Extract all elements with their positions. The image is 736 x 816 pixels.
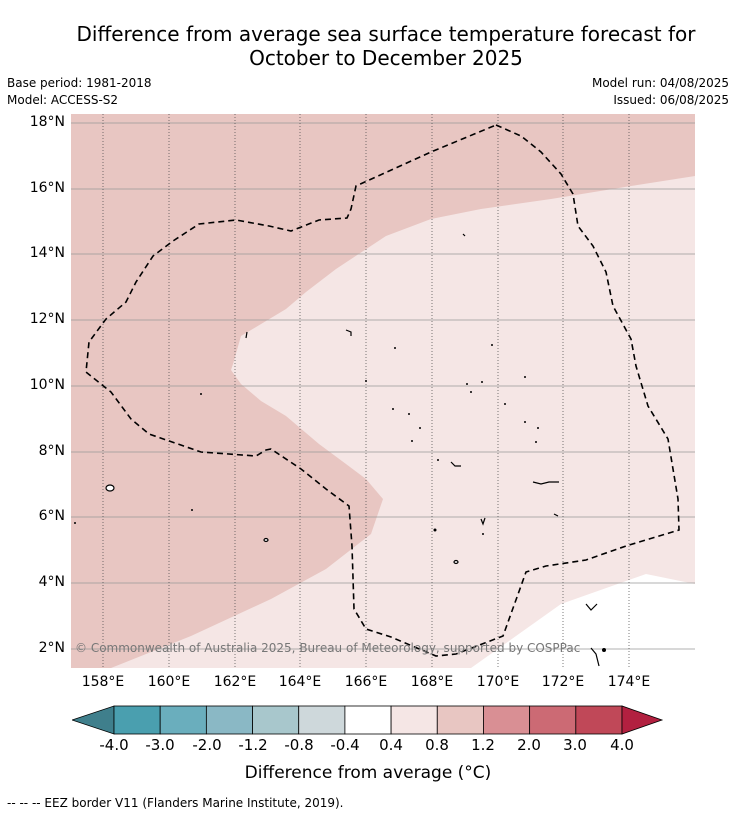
atoll-dots — [74, 344, 606, 652]
title-line-1: Difference from average sea surface temp… — [76, 22, 696, 46]
chart-title: Difference from average sea surface temp… — [0, 22, 736, 70]
colorbar-label: -4.0 — [99, 736, 129, 754]
lon-label-166: 166°E — [344, 674, 388, 690]
colorbar-label: 1.2 — [471, 736, 495, 754]
colorbar-label: -0.4 — [330, 736, 360, 754]
colorbar-cell — [113, 705, 161, 735]
colorbar-label: 0.4 — [379, 736, 403, 754]
forecast-map[interactable] — [71, 114, 695, 668]
colorbar-label: 0.8 — [425, 736, 449, 754]
colorbar-cells — [113, 705, 623, 735]
meta-left: Base period: 1981-2018 Model: ACCESS-S2 — [7, 75, 152, 109]
colorbar-label: -2.0 — [192, 736, 222, 754]
lat-label-18: 18°N — [29, 114, 65, 130]
lon-label-172: 172°E — [541, 674, 585, 690]
colorbar-under-arrow — [72, 705, 115, 735]
colorbar-cell — [483, 705, 531, 735]
colorbar-label: -0.8 — [284, 736, 314, 754]
issued-date: Issued: 06/08/2025 — [613, 93, 729, 107]
colorbar-label: 3.0 — [563, 736, 587, 754]
map-svg — [71, 114, 695, 668]
colorbar-label: -3.0 — [145, 736, 175, 754]
lon-label-160: 160°E — [147, 674, 191, 690]
lon-label-174: 174°E — [607, 674, 651, 690]
colorbar-cell — [252, 705, 300, 735]
lon-label-170: 170°E — [476, 674, 520, 690]
lat-label-6: 6°N — [38, 508, 65, 524]
title-line-2: October to December 2025 — [249, 46, 523, 70]
lon-label-158: 158°E — [81, 674, 125, 690]
lat-label-14: 14°N — [29, 245, 65, 261]
lon-label-162: 162°E — [213, 674, 257, 690]
lon-gridlines — [102, 114, 630, 668]
colorbar-label: 4.0 — [610, 736, 634, 754]
lat-label-2: 2°N — [38, 640, 65, 656]
lat-label-4: 4°N — [38, 574, 65, 590]
lat-label-10: 10°N — [29, 377, 65, 393]
colorbar-cell — [205, 705, 253, 735]
colorbar-cell — [529, 705, 577, 735]
lon-label-168: 168°E — [410, 674, 454, 690]
model-run: Model run: 04/08/2025 — [591, 76, 729, 90]
lon-label-164: 164°E — [278, 674, 322, 690]
colorbar — [72, 705, 664, 735]
eez-footnote: -- -- -- EEZ border V11 (Flanders Marine… — [7, 796, 344, 810]
colorbar-label: -1.2 — [238, 736, 268, 754]
colorbar-over-arrow — [621, 705, 664, 735]
islands — [105, 233, 600, 667]
meta-right: Model run: 04/08/2025 Issued: 06/08/2025 — [592, 75, 729, 109]
colorbar-title: Difference from average (°C) — [244, 763, 492, 783]
anomaly-region-neutral — [471, 574, 695, 668]
colorbar-label: 2.0 — [517, 736, 541, 754]
base-period: Base period: 1981-2018 — [7, 76, 152, 90]
colorbar-cell — [390, 705, 438, 735]
model-name: Model: ACCESS-S2 — [7, 93, 119, 107]
eez-border — [85, 124, 680, 657]
colorbar-cell — [344, 705, 392, 735]
lat-label-16: 16°N — [29, 180, 65, 196]
lat-label-8: 8°N — [38, 443, 65, 459]
colorbar-cell — [298, 705, 346, 735]
lat-label-12: 12°N — [29, 311, 65, 327]
colorbar-cell — [436, 705, 484, 735]
colorbar-cell — [575, 705, 623, 735]
anomaly-region-0.8-1.2 — [71, 114, 695, 668]
lat-gridlines — [71, 122, 695, 650]
copyright-notice: © Commonwealth of Australia 2025, Bureau… — [75, 641, 581, 655]
colorbar-cell — [159, 705, 207, 735]
